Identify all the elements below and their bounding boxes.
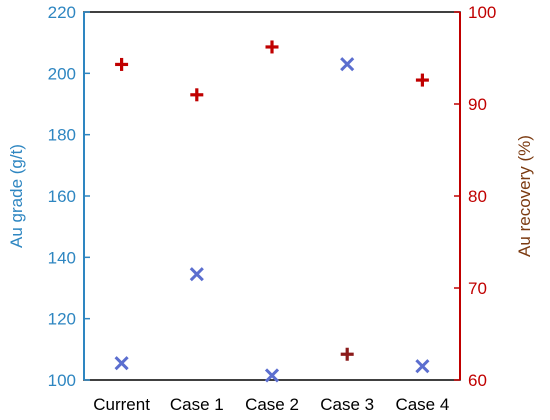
series-au-grade (114, 57, 430, 383)
au-grade-point (340, 57, 355, 72)
x-marker-stroke (114, 356, 129, 371)
right-tick-label: 90 (468, 95, 487, 114)
left-tick-label: 200 (48, 64, 76, 83)
left-axis-ticks: 100 120 140 160 180 200 220 (48, 3, 90, 390)
right-axis-ticks: 60 70 80 90 100 (454, 3, 496, 390)
au-grade-point (114, 356, 129, 371)
x-marker-stroke (264, 368, 280, 383)
right-tick-label: 60 (468, 371, 487, 390)
x-marker-stroke (415, 359, 430, 374)
series-au-recovery (115, 40, 429, 361)
x-tick-label: Case 4 (395, 395, 449, 414)
x-marker-stroke (340, 57, 355, 72)
au-grade-point (264, 368, 280, 383)
left-tick-label: 100 (48, 371, 76, 390)
au-recovery-point (415, 73, 429, 87)
x-tick-label: Case 2 (245, 395, 299, 414)
au-recovery-point (115, 57, 129, 71)
x-tick-label: Current (93, 395, 150, 414)
left-tick-label: 120 (48, 310, 76, 329)
x-axis-ticks: Current Case 1 Case 2 Case 3 Case 4 (93, 395, 449, 414)
y-axis-right-label: Au recovery (%) (515, 135, 534, 257)
x-tick-label: Case 1 (170, 395, 224, 414)
x-marker-stroke (189, 267, 204, 282)
right-tick-label: 70 (468, 279, 487, 298)
right-tick-label: 100 (468, 3, 496, 22)
left-tick-label: 140 (48, 248, 76, 267)
au-recovery-point (190, 88, 204, 102)
au-grade-point (189, 267, 204, 282)
left-tick-label: 220 (48, 3, 76, 22)
au-grade-point (415, 359, 430, 374)
plot-area-frame (83, 11, 461, 381)
left-tick-label: 180 (48, 126, 76, 145)
x-tick-label: Case 3 (320, 395, 374, 414)
right-tick-label: 80 (468, 187, 487, 206)
left-tick-label: 160 (48, 187, 76, 206)
au-recovery-point (340, 347, 354, 361)
au-recovery-point (265, 40, 279, 54)
y-axis-left-label: Au grade (g/t) (7, 144, 26, 248)
